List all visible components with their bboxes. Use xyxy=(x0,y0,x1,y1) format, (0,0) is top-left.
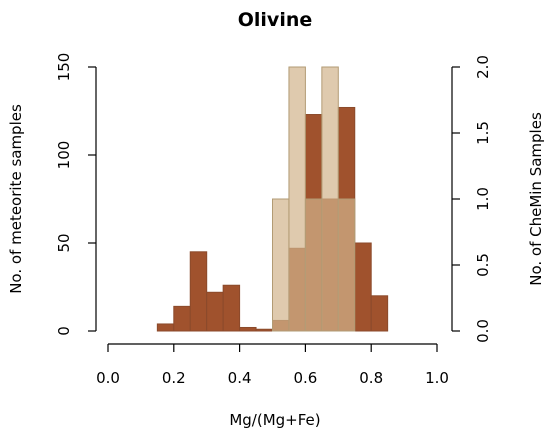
chemin-bar-1 xyxy=(288,66,306,332)
left-tick-label: 150 xyxy=(55,53,73,82)
chemin-bar-3 xyxy=(321,66,339,332)
left-tick-label: 50 xyxy=(55,233,73,252)
meteorite-bar-12 xyxy=(354,242,372,332)
meteorite-bar-6 xyxy=(255,328,273,332)
meteorite-bar-5 xyxy=(239,326,257,332)
meteorite-bar-3 xyxy=(206,291,224,332)
meteorite-bar-2 xyxy=(189,251,208,332)
right-y-axis: 0.0 0.5 1.0 1.5 2.0 xyxy=(451,55,492,343)
right-tick-label: 1.0 xyxy=(474,187,492,211)
meteorite-bar-13 xyxy=(370,295,389,332)
right-tick-label: 0.0 xyxy=(474,319,492,343)
right-tick-label: 1.5 xyxy=(474,121,492,145)
chemin-bar-0 xyxy=(272,198,290,332)
chemin-bar-4 xyxy=(337,198,356,332)
x-tick-label: 0.4 xyxy=(228,369,252,387)
x-tick-label: 0.6 xyxy=(293,369,317,387)
right-y-axis-label: No. of CheMin Samples xyxy=(527,112,545,286)
x-axis: 0.0 0.2 0.4 0.6 0.8 1.0 xyxy=(96,343,449,387)
x-axis-label: Mg/(Mg+Fe) xyxy=(229,411,320,429)
left-y-axis-label: No. of meteorite samples xyxy=(7,104,25,294)
left-tick-label: 100 xyxy=(55,141,73,170)
chemin-series xyxy=(272,66,356,332)
x-tick-label: 0.8 xyxy=(359,369,383,387)
meteorite-bar-1 xyxy=(173,305,191,332)
chemin-bar-2 xyxy=(304,198,323,332)
right-tick-label: 2.0 xyxy=(474,55,492,79)
right-tick-label: 0.5 xyxy=(474,253,492,277)
left-y-axis: 0 50 100 150 xyxy=(55,53,97,336)
meteorite-bar-0 xyxy=(156,323,175,332)
meteorite-bar-4 xyxy=(222,284,241,332)
x-tick-label: 0.0 xyxy=(96,369,120,387)
left-tick-label: 0 xyxy=(55,326,73,336)
x-tick-label: 1.0 xyxy=(425,369,449,387)
x-tick-label: 0.2 xyxy=(162,369,186,387)
chart-title: Olivine xyxy=(238,9,313,31)
